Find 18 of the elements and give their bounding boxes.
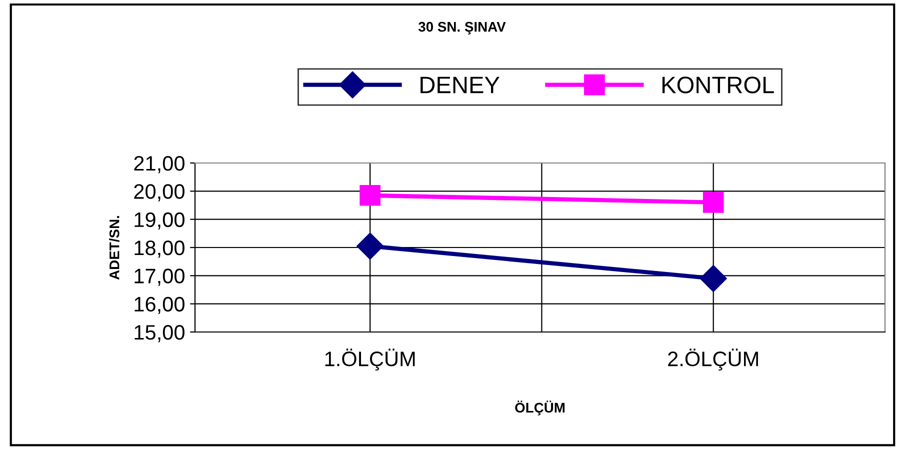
x-tick-label: 2.ÖLÇÜM (668, 348, 758, 371)
point (356, 232, 384, 260)
legend-label: DENEY (420, 76, 500, 94)
y-tick-label: 20,00 (134, 184, 184, 202)
chart-title: 30 SN. ŞINAV (418, 22, 506, 34)
legend-label: KONTROL (662, 76, 774, 94)
y-tick-label: 21,00 (134, 156, 184, 174)
point (700, 265, 727, 292)
y-tick-label: 19,00 (134, 212, 184, 230)
y-axis-title: ADET/SN. (109, 216, 120, 280)
y-tick-label: 18,00 (134, 240, 184, 258)
y-tick-label: 16,00 (134, 296, 184, 314)
point (702, 192, 724, 213)
point (360, 184, 380, 206)
x-tick-label: 1.ÖLÇÜM (325, 348, 415, 371)
y-tick-label: 15,00 (134, 325, 184, 342)
y-tick-label: 17,00 (134, 268, 184, 286)
x-axis-title: ÖLÇÜM (515, 400, 565, 416)
